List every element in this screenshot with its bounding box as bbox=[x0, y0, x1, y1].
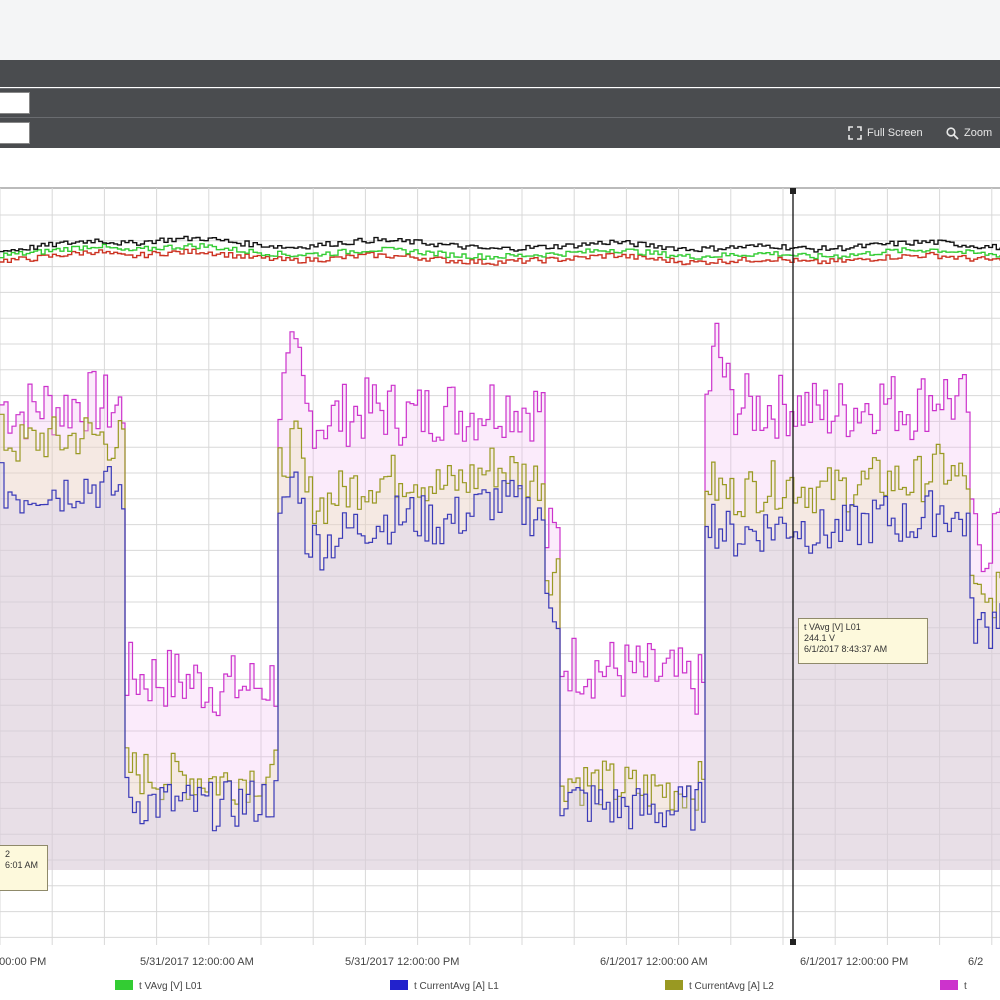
yellow-area bbox=[0, 414, 1000, 870]
cursor-handle-bottom bbox=[790, 939, 796, 945]
legend-swatch bbox=[940, 980, 958, 990]
trend-chart[interactable]: 6:00:00 PM 5/31/2017 12:00:00 AM 5/31/2017… bbox=[0, 185, 1000, 1000]
legend-label: t CurrentAvg [A] L1 bbox=[414, 981, 499, 992]
toolbar-top bbox=[0, 60, 1000, 87]
full-screen-label: Full Screen bbox=[867, 127, 923, 139]
pink-line bbox=[0, 322, 1000, 717]
legend-label: t VAvg [V] L01 bbox=[139, 981, 202, 992]
legend-label: t CurrentAvg [A] L2 bbox=[689, 981, 774, 992]
legend-label: t bbox=[964, 981, 967, 992]
x-tick-label: 5/31/2017 12:00:00 PM bbox=[345, 956, 459, 968]
blue-line bbox=[0, 462, 1000, 832]
voltage_green-line bbox=[0, 243, 1000, 260]
tooltip-line: 6:01 AM bbox=[5, 860, 39, 870]
window-header bbox=[0, 0, 1000, 61]
search-icon bbox=[946, 126, 959, 140]
x-tick-label: 6/2 bbox=[968, 956, 983, 968]
zoom-label: Zoom bbox=[964, 127, 993, 139]
x-tick-label: 6:00:00 PM bbox=[0, 956, 46, 968]
voltage_red-line bbox=[0, 248, 1000, 266]
toolbar-row-2: Full Screen Zoom bbox=[0, 117, 1000, 148]
x-tick-label: 5/31/2017 12:00:00 AM bbox=[140, 956, 254, 968]
cursor-tooltip: t VAvg [V] L01 244.1 V 6/1/2017 8:43:37 … bbox=[798, 618, 928, 664]
left-tooltip: 2 6:01 AM bbox=[0, 845, 48, 891]
tooltip-line: t VAvg [V] L01 bbox=[804, 622, 861, 632]
tooltip-line: 2 bbox=[5, 849, 11, 859]
x-tick-label: 6/1/2017 12:00:00 PM bbox=[800, 956, 908, 968]
tooltip-line: 244.1 V bbox=[804, 633, 836, 643]
pink-area bbox=[0, 323, 1000, 870]
x-tick-label: 6/1/2017 12:00:00 AM bbox=[600, 956, 708, 968]
full-screen-button[interactable]: Full Screen bbox=[848, 124, 923, 142]
date-field-start[interactable] bbox=[0, 92, 30, 114]
legend-swatch bbox=[115, 980, 133, 990]
date-field-end[interactable] bbox=[0, 122, 30, 144]
full-screen-icon bbox=[848, 126, 862, 140]
toolbar-row-1 bbox=[0, 88, 1000, 117]
legend-swatch bbox=[665, 980, 683, 990]
cursor-handle-top bbox=[790, 188, 796, 194]
tooltip-line: 6/1/2017 8:43:37 AM bbox=[804, 644, 888, 654]
yellow-line bbox=[0, 413, 1000, 811]
legend-swatch bbox=[390, 980, 408, 990]
voltage_black-line bbox=[0, 235, 1000, 253]
blue-area bbox=[0, 462, 1000, 870]
zoom-button[interactable]: Zoom bbox=[946, 124, 992, 142]
